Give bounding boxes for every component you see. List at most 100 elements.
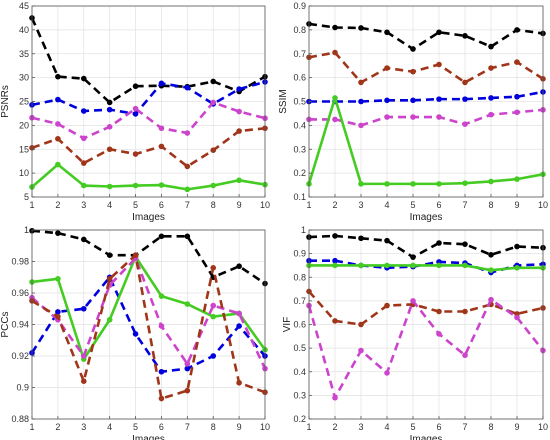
pcc-x-tick-label: 9 xyxy=(237,422,242,432)
pcc-x-tick-label: 7 xyxy=(185,422,190,432)
ssim-series-0-point xyxy=(384,29,390,36)
ssim-series-2-point xyxy=(384,97,390,104)
psnr-series-1-line xyxy=(31,80,266,116)
pcc-x-tick-label: 6 xyxy=(159,422,164,432)
psnr-series-4-point xyxy=(158,182,165,188)
pcc-series-0-point xyxy=(158,233,165,240)
psnr-x-tick-label: 1 xyxy=(29,200,34,210)
pcc-series-3-point xyxy=(236,310,242,317)
psnr-y-tick-label: 15 xyxy=(19,144,29,154)
vif-series-2-point xyxy=(410,262,416,269)
pcc-series-4-point xyxy=(184,387,191,394)
ssim-y-tick-label: 0.3 xyxy=(293,144,306,154)
psnr-series-0-point xyxy=(132,83,139,90)
ssim-x-tick-label: 7 xyxy=(462,200,467,210)
psnr-series-3-point xyxy=(236,128,242,134)
ssim-x-tick-label: 4 xyxy=(384,200,389,210)
psnr-series-4-line xyxy=(31,163,266,191)
pcc-series-3-point xyxy=(80,353,87,359)
pcc-series-2-line xyxy=(31,255,267,361)
vif-series-4-point xyxy=(488,296,494,303)
psnr-x-tick-label: 7 xyxy=(185,200,190,210)
vif-series-2-point xyxy=(462,262,468,269)
psnr-series-2-point xyxy=(158,125,165,132)
vif-series-2-point xyxy=(514,265,520,271)
ssim-series-4-point xyxy=(410,181,416,187)
psnr-x-axis-label: Images xyxy=(132,212,165,223)
vif-series-4-point xyxy=(462,352,468,359)
ssim-series-4-point xyxy=(436,181,442,187)
ssim-x-tick-label: 10 xyxy=(538,200,548,210)
ssim-y-axis-label: SSIM xyxy=(278,89,289,113)
psnr-series-2-point xyxy=(80,135,87,142)
psnr-series-3-point xyxy=(158,143,165,150)
psnr-series-3-point xyxy=(132,151,139,157)
psnr-series-3-point xyxy=(210,147,217,154)
pcc-x-tick-label: 2 xyxy=(55,422,60,432)
pcc-y-tick-label: 1 xyxy=(24,225,29,235)
ssim-series-3-point xyxy=(436,114,442,120)
psnr-series-1-point xyxy=(132,111,139,117)
pcc-series-1-point xyxy=(236,323,242,329)
psnr-series-1-point xyxy=(236,86,242,92)
ssim-series-2-point xyxy=(462,96,468,102)
ssim-series-2-point xyxy=(410,97,416,104)
psnr-y-tick-label: 20 xyxy=(19,120,29,130)
ssim-series-3-line xyxy=(309,108,544,127)
vif-x-tick-label: 9 xyxy=(514,422,519,432)
pcc-x-tick-label: 8 xyxy=(211,422,216,432)
vif-series-0-point xyxy=(462,241,468,247)
vif-series-3-line xyxy=(308,290,544,326)
ssim-series-3-point xyxy=(488,111,494,118)
psnr-series-1-point xyxy=(80,108,87,114)
psnr-x-tick-label: 5 xyxy=(133,200,138,210)
pcc-series-1-point xyxy=(210,353,217,359)
pcc-series-1-point xyxy=(80,305,87,312)
psnr-series-4-point xyxy=(210,182,217,189)
ssim-series-3-point xyxy=(462,121,468,127)
psnr-series-2-point xyxy=(132,105,139,112)
vif-series-3-point xyxy=(462,308,468,315)
psnr-y-tick-label: 40 xyxy=(19,25,29,35)
psnr-series-4-point xyxy=(236,177,242,184)
pcc-y-tick-label: 0.92 xyxy=(11,351,29,361)
psnr-series-0-point xyxy=(210,78,217,85)
ssim-series-1-point xyxy=(462,79,468,86)
ssim-series-2-point xyxy=(436,96,442,102)
vif-series-2-point xyxy=(488,267,494,273)
ssim-series-4-point xyxy=(488,178,494,185)
pcc-series-2-point xyxy=(106,316,113,323)
vif-x-tick-label: 1 xyxy=(306,422,311,432)
psnr-x-tick-label: 9 xyxy=(237,200,242,210)
pcc-x-tick-label: 10 xyxy=(260,422,270,432)
psnr-series-4-point xyxy=(106,183,113,190)
pcc-series-4-point xyxy=(106,276,113,282)
ssim-x-tick-label: 3 xyxy=(358,200,363,210)
ssim-series-0-point xyxy=(358,25,364,31)
vif-x-tick-label: 7 xyxy=(462,422,467,432)
psnr-series-4-point xyxy=(184,186,191,193)
psnr-series-0-point xyxy=(80,75,87,82)
ssim-series-2-point xyxy=(358,98,364,105)
pcc-series-4-point xyxy=(210,265,217,271)
pcc-series-2-point xyxy=(184,301,191,307)
ssim-series-4-point xyxy=(462,180,468,186)
vif-x-tick-label: 2 xyxy=(332,422,337,432)
pcc-series-0-point xyxy=(236,263,242,270)
pcc-series-0-line xyxy=(31,229,266,285)
ssim-series-0-line xyxy=(308,22,544,51)
psnr-x-tick-label: 3 xyxy=(81,200,86,210)
pcc-x-tick-label: 3 xyxy=(81,422,86,432)
vif-series-3-point xyxy=(358,321,364,328)
vif-series-0-point xyxy=(436,240,442,246)
pcc-x-tick-label: 4 xyxy=(107,422,112,432)
psnr-series-3-point xyxy=(106,146,113,153)
pcc-series-1-point xyxy=(158,368,165,375)
pcc-series-0-point xyxy=(184,233,191,240)
ssim-series-0-point xyxy=(514,27,520,33)
vif-x-axis-label: Images xyxy=(410,434,443,440)
vif-y-tick-label: 0.7 xyxy=(293,296,306,306)
vif-series-2-point xyxy=(436,262,442,269)
